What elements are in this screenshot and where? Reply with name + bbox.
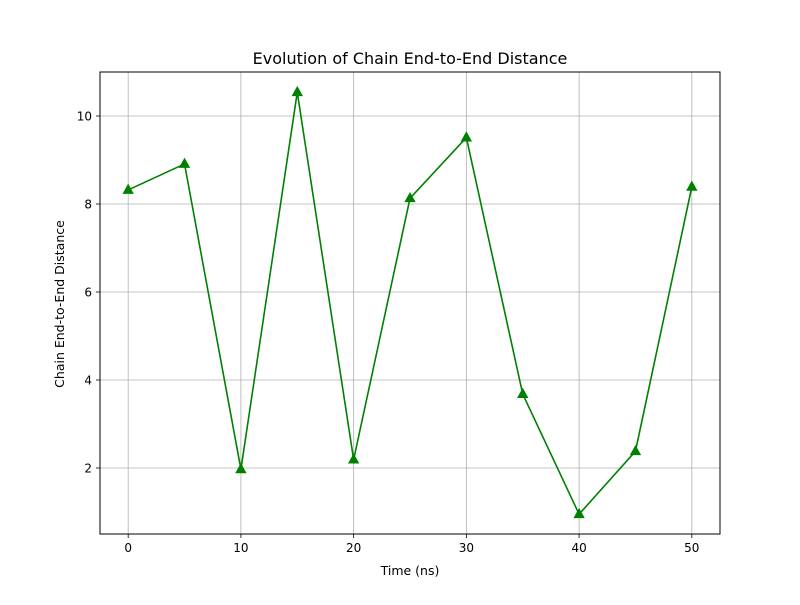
y-tick-label: 4 bbox=[84, 374, 92, 388]
grid bbox=[100, 72, 720, 534]
data-point-marker bbox=[460, 131, 473, 142]
x-tick-label: 40 bbox=[571, 541, 586, 555]
x-tick-label: 30 bbox=[459, 541, 474, 555]
y-tick-label: 6 bbox=[84, 286, 92, 300]
data-point-marker bbox=[404, 191, 416, 203]
data-point-marker bbox=[122, 183, 134, 194]
data-point-marker bbox=[178, 157, 191, 168]
data-point-marker bbox=[235, 462, 247, 474]
plot-frame bbox=[99, 71, 721, 535]
y-tick-label: 10 bbox=[77, 110, 92, 124]
chart-title: Evolution of Chain End-to-End Distance bbox=[253, 49, 568, 68]
data-point-marker bbox=[686, 180, 698, 191]
y-axis-label: Chain End-to-End Distance bbox=[52, 220, 67, 388]
x-tick-label: 50 bbox=[684, 541, 699, 555]
y-tick-label: 8 bbox=[84, 198, 92, 212]
y-tick-label: 2 bbox=[84, 462, 92, 476]
ticks: 0 10 20 30 40 50 2 4 6 8 10 bbox=[77, 110, 700, 556]
data-point-marker bbox=[573, 507, 585, 519]
data-point-marker bbox=[291, 85, 303, 97]
x-tick-label: 20 bbox=[346, 541, 361, 555]
data-point-marker bbox=[517, 387, 529, 398]
series-layer bbox=[122, 85, 698, 519]
x-tick-label: 0 bbox=[124, 541, 132, 555]
data-point-marker bbox=[347, 453, 360, 464]
x-tick-label: 10 bbox=[233, 541, 248, 555]
x-axis-label: Time (ns) bbox=[380, 563, 440, 578]
data-point-marker bbox=[629, 444, 642, 456]
